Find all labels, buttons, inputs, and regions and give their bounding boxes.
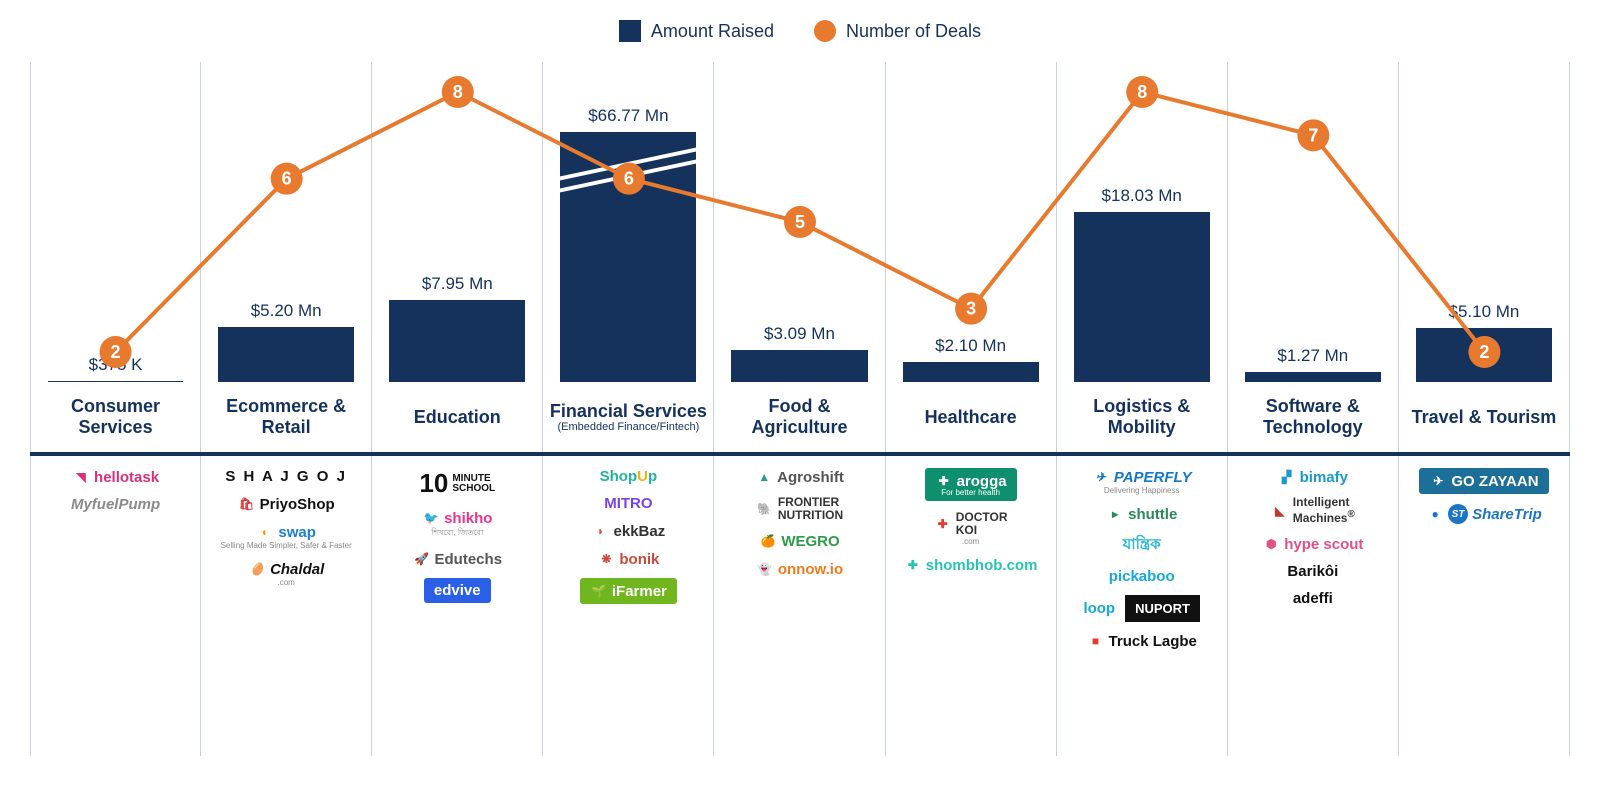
company-list: S H A J G O J🛍PriyoShop◐swapSelling Made… (201, 456, 371, 756)
amount-label: $66.77 Mn (588, 106, 668, 126)
company-logo: ■Truck Lagbe (1087, 632, 1197, 650)
company-logo: 🍊WEGRO (759, 532, 839, 550)
company-logo: edvive (424, 578, 491, 603)
company-logo: pickaboo (1109, 568, 1175, 585)
bar (560, 132, 696, 382)
legend-amount: Amount Raised (619, 20, 774, 42)
bar (1074, 212, 1210, 382)
company-logo: ✈PAPERFLY (1092, 468, 1192, 486)
bar (218, 327, 354, 382)
chart-cell: $7.95 Mn (372, 62, 542, 382)
amount-label: $5.10 Mn (1448, 302, 1519, 322)
company-list: ✈GO ZAYAAN ●STShareTrip (1399, 456, 1569, 756)
company-logo: ▲Agroshift (755, 468, 844, 486)
company-logo: ✚DOCTORKOI (934, 511, 1008, 537)
company-logo: 🛍PriyoShop (238, 495, 335, 513)
company-logo: যান্ত্রিক (1123, 533, 1161, 558)
company-logo: 👻onnow.io (756, 560, 843, 578)
bar (48, 381, 183, 382)
chart-cell: $1.27 Mn (1228, 62, 1398, 382)
amount-label: $2.10 Mn (935, 336, 1006, 356)
company-logo: ✚shombhob.com (904, 556, 1038, 574)
company-list: ShopUp MITRO ◗ekkBaz ❋bonik 🌱iFarmer (543, 456, 713, 756)
chart-cell: $5.20 Mn (201, 62, 371, 382)
company-list: ▞bimafy ◣IntelligentMachines® ⬢hype scout B… (1228, 456, 1398, 756)
bar (731, 350, 867, 382)
legend: Amount Raised Number of Deals (30, 20, 1570, 42)
company-logo: ●STShareTrip (1426, 504, 1542, 524)
company-logo: 10MINUTE SCHOOL (419, 468, 495, 499)
category-label: Consumer Services (31, 382, 200, 452)
company-logo: S H A J G O J (225, 468, 347, 485)
company-logo: ▸shuttle (1106, 505, 1177, 523)
amount-label: $375 K (89, 355, 143, 375)
company-logo: ❋bonik (597, 550, 659, 568)
company-logo: Barikôi (1287, 563, 1338, 580)
company-logo: 🥚Chaldal (248, 560, 324, 578)
company-list: ◥hellotask MyfuelPump (31, 456, 200, 756)
legend-dot-swatch (814, 20, 836, 42)
company-logo: ◥hellotask (72, 468, 159, 486)
legend-deals-label: Number of Deals (846, 21, 981, 42)
chart-cell: $5.10 Mn (1399, 62, 1569, 382)
company-logo: MyfuelPump (71, 496, 160, 513)
company-logo: ▞bimafy (1278, 468, 1348, 486)
chart-cell: $66.77 Mn (543, 62, 713, 382)
company-list: ✚aroggaFor better health✚DOCTORKOI.com✚s… (886, 456, 1056, 756)
category-label: Education (372, 382, 542, 452)
amount-label: $18.03 Mn (1102, 186, 1182, 206)
company-logo: ◣IntelligentMachines® (1271, 496, 1355, 525)
company-logo: 🌱iFarmer (580, 578, 677, 604)
legend-amount-label: Amount Raised (651, 21, 774, 42)
amount-label: $3.09 Mn (764, 324, 835, 344)
category-label: Ecommerce & Retail (201, 382, 371, 452)
bar (903, 362, 1039, 382)
company-logo: ⬢hype scout (1262, 535, 1363, 553)
legend-deals: Number of Deals (814, 20, 981, 42)
chart-cell: $375 K (31, 62, 200, 382)
company-logo: ShopUp (600, 468, 658, 485)
category-label: Food & Agriculture (714, 382, 884, 452)
amount-label: $7.95 Mn (422, 274, 493, 294)
category-label: Travel & Tourism (1399, 382, 1569, 452)
chart-cell: $3.09 Mn (714, 62, 884, 382)
category-label: Healthcare (886, 382, 1056, 452)
category-label: Logistics & Mobility (1057, 382, 1227, 452)
company-logo: 🚀Edutechs (413, 550, 503, 568)
bar (389, 300, 525, 382)
chart-cell: $18.03 Mn (1057, 62, 1227, 382)
company-list: 10MINUTE SCHOOL🐦shikhoশিখবো, জিতবো🚀Edute… (372, 456, 542, 756)
category-label: Financial Services(Embedded Finance/Fint… (543, 382, 713, 452)
company-logo: ✈GO ZAYAAN (1419, 468, 1548, 494)
bar (1416, 328, 1552, 382)
company-logo: ◐swap (256, 523, 316, 541)
company-logo: adeffi (1293, 590, 1333, 607)
company-logo: ◗ekkBaz (592, 522, 666, 540)
company-list: ✈PAPERFLYDelivering Happiness▸shuttleযান… (1057, 456, 1227, 756)
company-logo: 🐦shikho (422, 509, 492, 527)
amount-label: $5.20 Mn (251, 301, 322, 321)
company-logo: MITRO (604, 495, 652, 512)
chart-cell: $2.10 Mn (886, 62, 1056, 382)
company-logo: 🐘FRONTIERNUTRITION (756, 496, 843, 522)
company-logo: loop NUPORT (1083, 595, 1200, 622)
chart: $375 K $5.20 Mn $7.95 Mn $66.77 Mn $3.09 Mn $… (30, 62, 1570, 382)
bar (1245, 372, 1381, 382)
company-list: ▲Agroshift 🐘FRONTIERNUTRITION 🍊WEGRO 👻onnow… (714, 456, 884, 756)
amount-label: $1.27 Mn (1277, 346, 1348, 366)
legend-bar-swatch (619, 20, 641, 42)
category-label: Software & Technology (1228, 382, 1398, 452)
